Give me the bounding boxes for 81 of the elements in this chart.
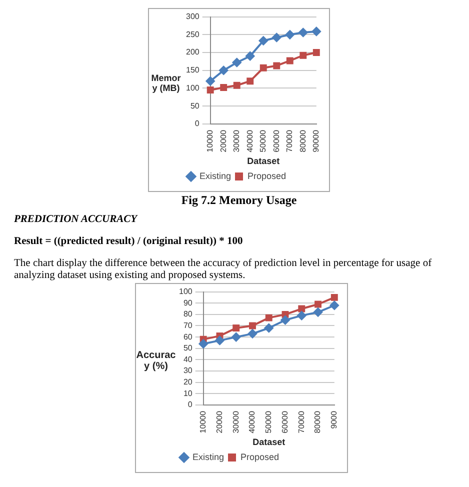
x-tick-label: 10000 bbox=[206, 129, 215, 152]
point bbox=[260, 64, 267, 72]
point bbox=[219, 66, 228, 75]
y-axis-title: Memory (MB) bbox=[150, 72, 182, 93]
y-tick-label: 30 bbox=[183, 366, 193, 376]
text: PREDICTION ACCURACY bbox=[14, 214, 139, 226]
legend-label: Existing bbox=[200, 170, 232, 181]
y-tick-label: 0 bbox=[188, 400, 193, 410]
point bbox=[298, 305, 306, 312]
point bbox=[300, 52, 307, 59]
point bbox=[312, 49, 320, 56]
y-tick-label: 50 bbox=[190, 101, 200, 110]
x-axis-title: Dataset bbox=[252, 437, 286, 448]
y-tick-label: 0 bbox=[194, 119, 200, 128]
x-tick-label: 30000 bbox=[231, 410, 240, 434]
y-tick-label: 300 bbox=[186, 12, 200, 22]
point bbox=[248, 329, 257, 338]
y-tick-label: 60 bbox=[183, 332, 193, 342]
y-tick-label: 20 bbox=[183, 378, 193, 387]
point bbox=[233, 82, 240, 89]
x-tick-label: 50000 bbox=[264, 410, 274, 434]
caption: Fig 7.2 Memory Usage bbox=[180, 193, 298, 208]
point bbox=[258, 36, 268, 46]
y-tick-label: 200 bbox=[186, 48, 200, 57]
point bbox=[314, 308, 323, 317]
point bbox=[249, 322, 256, 330]
x-tick-label: 80000 bbox=[313, 410, 322, 434]
x-tick-label: 10000 bbox=[198, 410, 208, 434]
point bbox=[232, 324, 240, 332]
x-tick-label: 70000 bbox=[285, 129, 294, 152]
point bbox=[298, 28, 308, 38]
y-tick-label: 40 bbox=[183, 354, 193, 364]
y-tick-label: 70 bbox=[183, 320, 193, 330]
y-axis-title: Accuracy (%) bbox=[136, 350, 176, 372]
point bbox=[330, 300, 339, 310]
point bbox=[198, 339, 208, 348]
point bbox=[273, 62, 280, 70]
point bbox=[297, 311, 306, 320]
x-tick-label: 90000 bbox=[312, 129, 321, 152]
legend-label: Proposed bbox=[248, 170, 286, 181]
point bbox=[265, 314, 272, 322]
point bbox=[264, 324, 274, 333]
point bbox=[232, 58, 242, 68]
y-tick-label: 90 bbox=[183, 298, 193, 308]
chart-subtitle: Result = ((predicted result) / (original result)) * 100 bbox=[14, 236, 244, 248]
point bbox=[215, 336, 224, 345]
point bbox=[285, 30, 294, 40]
point bbox=[246, 52, 255, 61]
point bbox=[314, 300, 322, 308]
point bbox=[286, 57, 294, 64]
point bbox=[206, 86, 214, 94]
x-tick-label: 60000 bbox=[272, 129, 281, 152]
point bbox=[232, 332, 241, 342]
y-tick-label: 150 bbox=[186, 66, 200, 75]
legend-label: Existing bbox=[192, 452, 224, 462]
x-tick-label: 40000 bbox=[245, 129, 254, 152]
x-tick-label: 9000 bbox=[330, 410, 339, 429]
point bbox=[206, 76, 215, 86]
x-tick-label: 30000 bbox=[232, 129, 242, 152]
point bbox=[330, 294, 338, 301]
x-tick-label: 40000 bbox=[248, 410, 257, 434]
x-tick-label: 20000 bbox=[218, 129, 228, 152]
y-tick-label: 250 bbox=[186, 30, 200, 39]
x-tick-label: 50000 bbox=[258, 129, 268, 152]
x-tick-label: 20000 bbox=[214, 410, 224, 434]
point bbox=[246, 78, 254, 85]
y-tick-label: 100 bbox=[178, 287, 193, 296]
y-tick-label: 50 bbox=[183, 344, 193, 353]
y-tick-label: 10 bbox=[183, 388, 193, 398]
legend-label: Proposed bbox=[240, 452, 280, 462]
x-tick-label: 60000 bbox=[280, 410, 290, 434]
point bbox=[312, 26, 321, 36]
x-tick-label: 80000 bbox=[298, 129, 308, 152]
point bbox=[272, 33, 282, 42]
point bbox=[280, 316, 290, 325]
x-axis-title: Dataset bbox=[247, 156, 280, 166]
y-tick-label: 80 bbox=[183, 310, 193, 319]
point bbox=[220, 84, 228, 91]
text: The chart display the difference between the accuracy of prediction level in percentage for usage of analyzing dataset using existing and proposed systems. bbox=[14, 258, 433, 282]
y-tick-label: 100 bbox=[186, 83, 200, 92]
x-tick-label: 70000 bbox=[296, 410, 306, 434]
